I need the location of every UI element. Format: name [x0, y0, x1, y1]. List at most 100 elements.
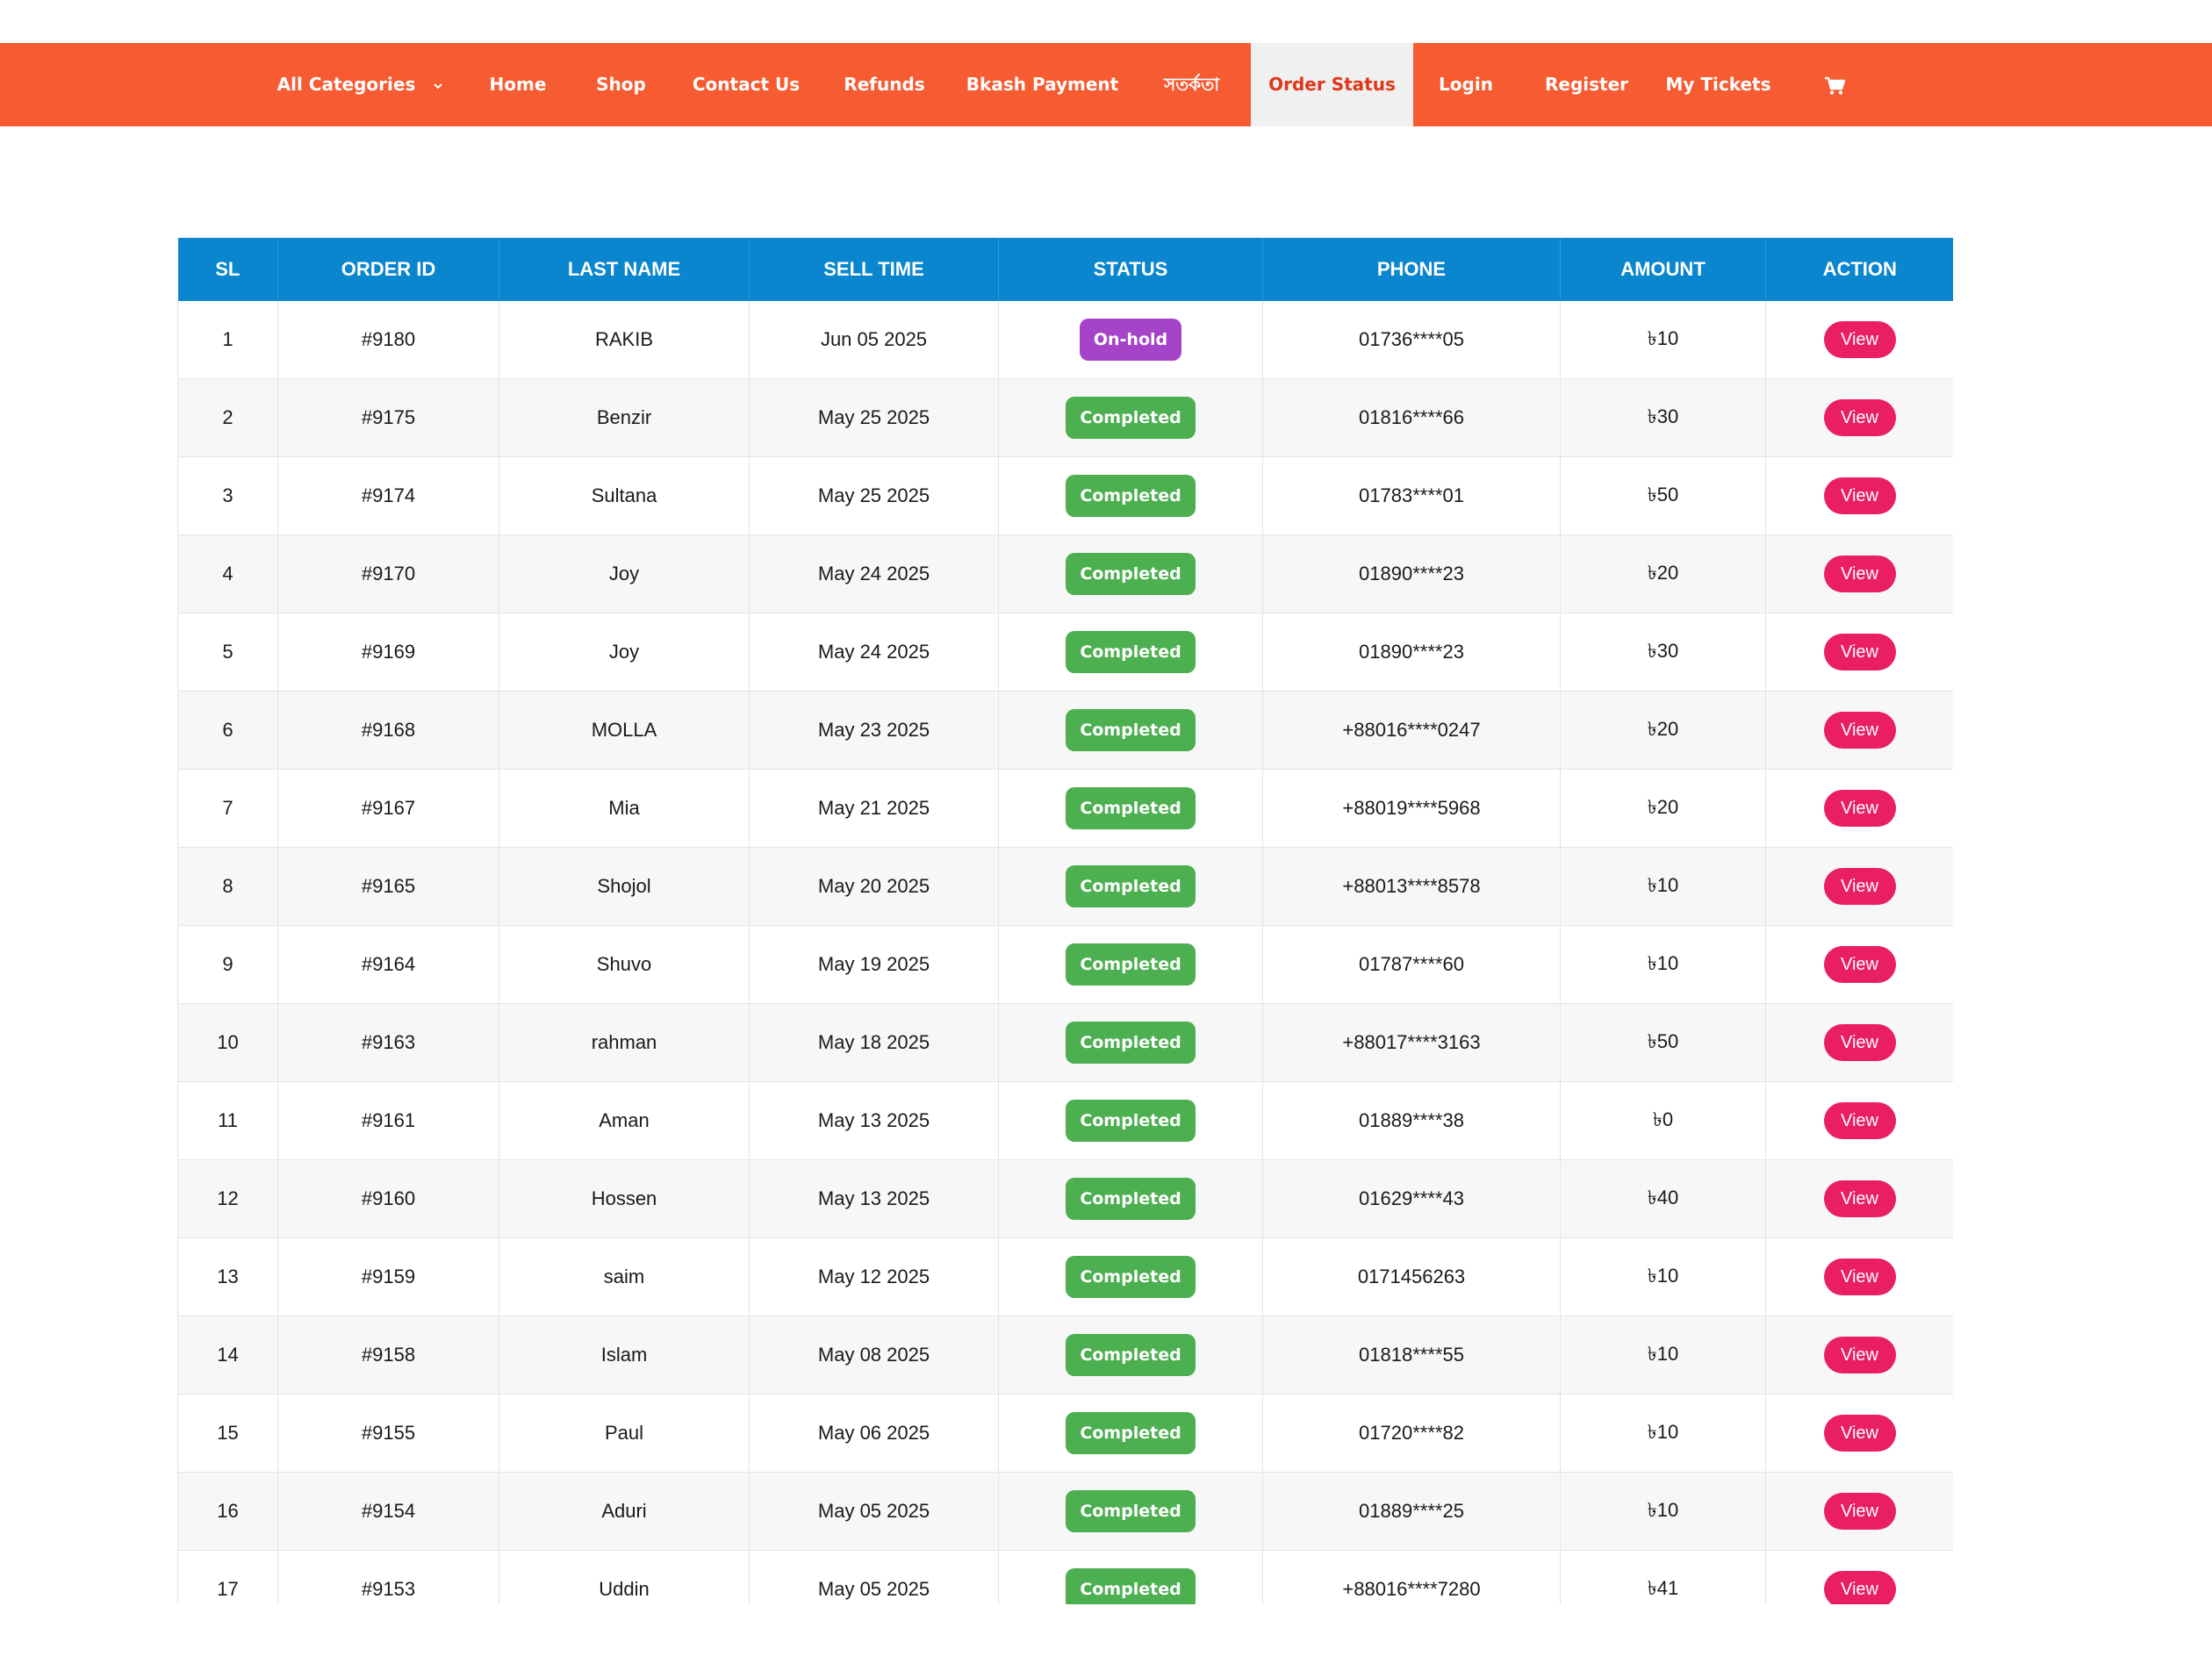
cell-order-id: #9160: [277, 1159, 499, 1238]
cell-sl: 8: [177, 847, 278, 926]
view-button[interactable]: View: [1823, 1102, 1896, 1139]
cell-status: Completed: [998, 613, 1263, 692]
nav-all-categories[interactable]: All Categories: [268, 43, 452, 126]
cell-last-name: Shuvo: [499, 925, 750, 1004]
view-button[interactable]: View: [1823, 1415, 1896, 1452]
cell-order-id: #9154: [277, 1472, 499, 1551]
table-row: 4 #9170 Joy May 24 2025 Completed 01890****23…: [177, 534, 1953, 613]
view-button[interactable]: View: [1823, 399, 1896, 436]
table-row: 10 #9163 rahman May 18 2025 Completed +88017*…: [177, 1003, 1953, 1082]
status-badge: Completed: [1066, 553, 1196, 595]
cell-last-name: Paul: [499, 1394, 750, 1473]
cell-status: Completed: [998, 1159, 1263, 1238]
view-button[interactable]: View: [1823, 1258, 1896, 1295]
nav-login[interactable]: Login: [1422, 43, 1510, 126]
table-row: 5 #9169 Joy May 24 2025 Completed 01890****23…: [177, 613, 1953, 692]
cell-action: View: [1765, 456, 1953, 535]
cell-sell-time: May 13 2025: [749, 1081, 999, 1160]
view-button[interactable]: View: [1823, 712, 1896, 749]
status-badge: Completed: [1066, 475, 1196, 517]
cell-amount: ৳50: [1560, 1003, 1766, 1082]
cell-action: View: [1765, 1550, 1953, 1604]
view-button[interactable]: View: [1823, 1493, 1896, 1530]
cell-status: Completed: [998, 1316, 1263, 1395]
cell-sell-time: Jun 05 2025: [749, 301, 999, 379]
cell-amount: ৳10: [1560, 301, 1766, 379]
table-row: 11 #9161 Aman May 13 2025 Completed 01889****…: [177, 1081, 1953, 1160]
nav-home-label: Home: [489, 74, 547, 95]
view-button[interactable]: View: [1823, 556, 1896, 592]
view-button[interactable]: View: [1823, 1024, 1896, 1061]
orders-table-body: 1 #9180 RAKIB Jun 05 2025 On-hold 01736****05…: [177, 301, 1953, 1604]
cell-last-name: Islam: [499, 1316, 750, 1395]
cell-status: Completed: [998, 1081, 1263, 1160]
cell-order-id: #9165: [277, 847, 499, 926]
view-button[interactable]: View: [1823, 868, 1896, 905]
main-navbar: All Categories Home Shop Contact Us Refu…: [0, 43, 2212, 126]
view-button[interactable]: View: [1823, 790, 1896, 827]
cell-last-name: Aman: [499, 1081, 750, 1160]
cell-last-name: Shojol: [499, 847, 750, 926]
cell-action: View: [1765, 925, 1953, 1004]
cell-amount: ৳10: [1560, 925, 1766, 1004]
table-row: 16 #9154 Aduri May 05 2025 Completed 01889***…: [177, 1472, 1953, 1551]
cell-status: Completed: [998, 1472, 1263, 1551]
cell-action: View: [1765, 1472, 1953, 1551]
cell-amount: ৳20: [1560, 534, 1766, 613]
view-button[interactable]: View: [1823, 634, 1896, 670]
nav-warning[interactable]: সতর্কতা: [1146, 43, 1238, 126]
cell-phone: 01783****01: [1262, 456, 1561, 535]
view-button[interactable]: View: [1823, 946, 1896, 983]
nav-order-status[interactable]: Order Status: [1251, 43, 1413, 126]
cell-sl: 4: [177, 534, 278, 613]
cell-amount: ৳30: [1560, 613, 1766, 692]
view-button[interactable]: View: [1823, 1180, 1896, 1217]
nav-warning-label: সতর্কতা: [1163, 74, 1220, 95]
status-badge: Completed: [1066, 631, 1196, 673]
view-button[interactable]: View: [1823, 321, 1896, 358]
cell-sell-time: May 20 2025: [749, 847, 999, 926]
table-row: 8 #9165 Shojol May 20 2025 Completed +88013**…: [177, 847, 1953, 926]
cell-phone: +88017****3163: [1262, 1003, 1561, 1082]
table-row: 15 #9155 Paul May 06 2025 Completed 01720****…: [177, 1394, 1953, 1473]
table-row: 7 #9167 Mia May 21 2025 Completed +88019****5…: [177, 769, 1953, 848]
nav-my-tickets[interactable]: My Tickets: [1659, 43, 1778, 126]
table-row: 14 #9158 Islam May 08 2025 Completed 01818***…: [177, 1316, 1953, 1395]
cell-sell-time: May 06 2025: [749, 1394, 999, 1473]
header-action: ACTION: [1765, 238, 1953, 301]
nav-register-label: Register: [1544, 74, 1629, 95]
nav-login-label: Login: [1439, 74, 1493, 95]
table-row: 3 #9174 Sultana May 25 2025 Completed 01783**…: [177, 456, 1953, 535]
view-button[interactable]: View: [1823, 477, 1896, 514]
cell-phone: +88013****8578: [1262, 847, 1561, 926]
view-button[interactable]: View: [1823, 1337, 1896, 1373]
status-badge: Completed: [1066, 1256, 1196, 1298]
nav-contact-us[interactable]: Contact Us: [680, 43, 812, 126]
cell-last-name: RAKIB: [499, 301, 750, 379]
nav-refunds[interactable]: Refunds: [830, 43, 939, 126]
table-row: 9 #9164 Shuvo May 19 2025 Completed 01787****…: [177, 925, 1953, 1004]
cell-order-id: #9170: [277, 534, 499, 613]
nav-register[interactable]: Register: [1532, 43, 1641, 126]
cell-status: Completed: [998, 691, 1263, 770]
cell-sl: 10: [177, 1003, 278, 1082]
cell-phone: 01816****66: [1262, 378, 1561, 457]
cell-action: View: [1765, 1081, 1953, 1160]
cell-status: On-hold: [998, 301, 1263, 379]
cell-status: Completed: [998, 925, 1263, 1004]
cell-order-id: #9175: [277, 378, 499, 457]
nav-bkash-payment[interactable]: Bkash Payment: [957, 43, 1128, 126]
cell-sell-time: May 25 2025: [749, 456, 999, 535]
nav-refunds-label: Refunds: [844, 74, 925, 95]
nav-cart[interactable]: [1817, 43, 1852, 126]
nav-home[interactable]: Home: [474, 43, 562, 126]
cell-order-id: #9167: [277, 769, 499, 848]
table-row: 13 #9159 saim May 12 2025 Completed 017145626…: [177, 1237, 1953, 1316]
cell-last-name: Joy: [499, 613, 750, 692]
view-button[interactable]: View: [1823, 1571, 1896, 1604]
cell-sl: 7: [177, 769, 278, 848]
cell-sell-time: May 13 2025: [749, 1159, 999, 1238]
cell-status: Completed: [998, 769, 1263, 848]
nav-shop[interactable]: Shop: [579, 43, 663, 126]
cell-amount: ৳30: [1560, 378, 1766, 457]
